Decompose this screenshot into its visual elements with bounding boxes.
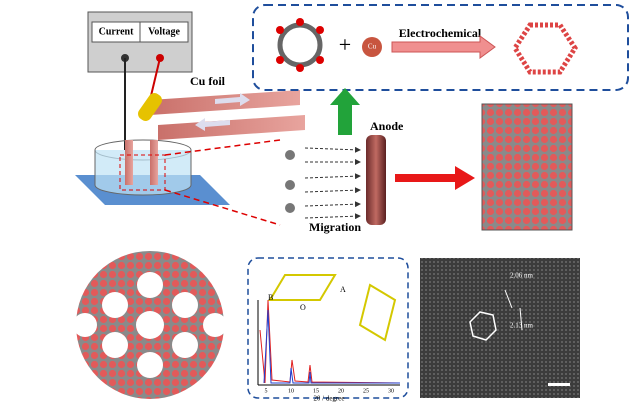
cu-foils: Cu foil <box>138 74 305 140</box>
x-tick-label: 25 <box>363 388 369 394</box>
metal-label: Cu <box>368 43 377 51</box>
mof-structure <box>73 251 227 399</box>
x-tick-label: 20 <box>338 388 344 394</box>
spacing-label: 2.06 nm <box>510 272 534 280</box>
xrd-xlabel: 2θ / degree <box>314 395 345 403</box>
current-label: Current <box>99 26 134 37</box>
x-tick-label: 10 <box>288 388 294 394</box>
plus-sign: + <box>339 32 351 57</box>
migration-label: Migration <box>309 220 361 234</box>
axis-b: B <box>268 293 273 302</box>
x-tick-label: 5 <box>265 388 268 394</box>
x-tick-label: 15 <box>313 388 319 394</box>
anode-label: Anode <box>370 119 404 133</box>
tem-image: 2.06 nm 2.13 nm <box>420 258 580 398</box>
spacing-label: 2.13 nm <box>510 322 534 330</box>
voltage-label: Voltage <box>148 26 180 37</box>
xrd-panel: B A O 2θ / degree 5 10 15 20 25 30 <box>247 257 409 403</box>
linker-molecule <box>276 18 324 72</box>
beaker <box>75 139 281 226</box>
reaction-box: + Cu Electrochemical <box>252 4 629 91</box>
axis-a: A <box>340 285 346 294</box>
axis-o: O <box>300 303 306 312</box>
power-supply: Current Voltage <box>87 11 193 150</box>
x-tick-label: 30 <box>388 388 394 394</box>
process-label: Electrochemical <box>399 26 482 40</box>
cu-foil-label: Cu foil <box>190 74 226 88</box>
migration: Anode Migration <box>285 88 573 234</box>
